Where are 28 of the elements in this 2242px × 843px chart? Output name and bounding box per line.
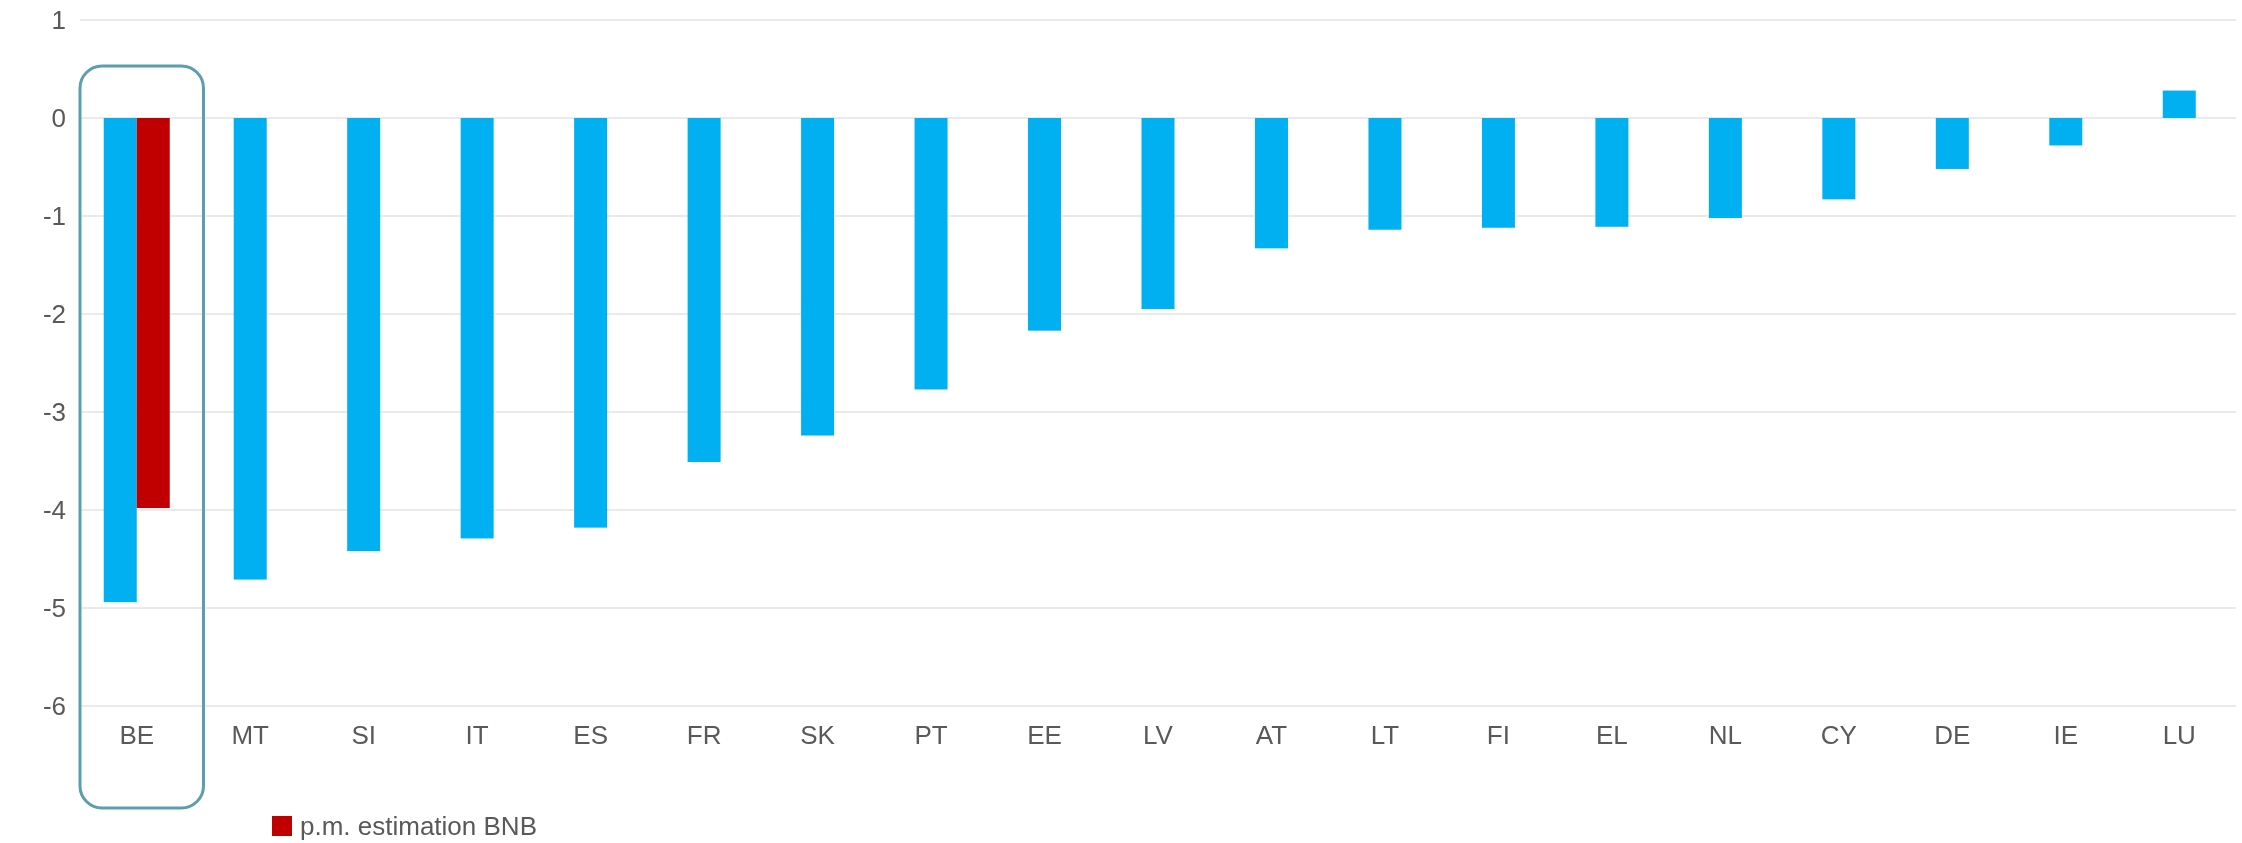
x-tick-label: NL <box>1708 720 1742 751</box>
x-tick-label: FR <box>686 720 722 751</box>
x-tick-label: AT <box>1255 720 1288 751</box>
x-tick-label: EL <box>1595 720 1628 751</box>
x-tick-label: EE <box>1027 720 1062 751</box>
y-tick-label: -4 <box>42 494 66 525</box>
y-tick-label: -1 <box>42 200 66 231</box>
y-tick-label: -5 <box>42 592 66 623</box>
y-tick-label: 0 <box>51 102 66 133</box>
x-tick-label: FI <box>1486 720 1510 751</box>
x-tick-label: LU <box>2162 720 2196 751</box>
x-tick-label: MT <box>231 720 270 751</box>
y-tick-label: -3 <box>42 396 66 427</box>
x-tick-label: SI <box>351 720 376 751</box>
x-tick-label: ES <box>573 720 608 751</box>
x-tick-label: SK <box>800 720 836 751</box>
x-tick-label: BE <box>119 720 155 751</box>
x-tick-label: LV <box>1143 720 1174 751</box>
y-tick-label: -6 <box>42 690 66 721</box>
legend-label: p.m. estimation BNB <box>300 811 537 841</box>
x-tick-label: DE <box>1934 720 1971 751</box>
x-tick-label: CY <box>1820 720 1857 751</box>
x-tick-label: IT <box>465 720 489 751</box>
x-tick-label: LT <box>1370 720 1400 751</box>
y-tick-label: 1 <box>51 4 66 35</box>
x-tick-label: IE <box>2053 720 2079 751</box>
y-tick-label: -2 <box>42 298 66 329</box>
x-tick-label: PT <box>914 720 948 751</box>
